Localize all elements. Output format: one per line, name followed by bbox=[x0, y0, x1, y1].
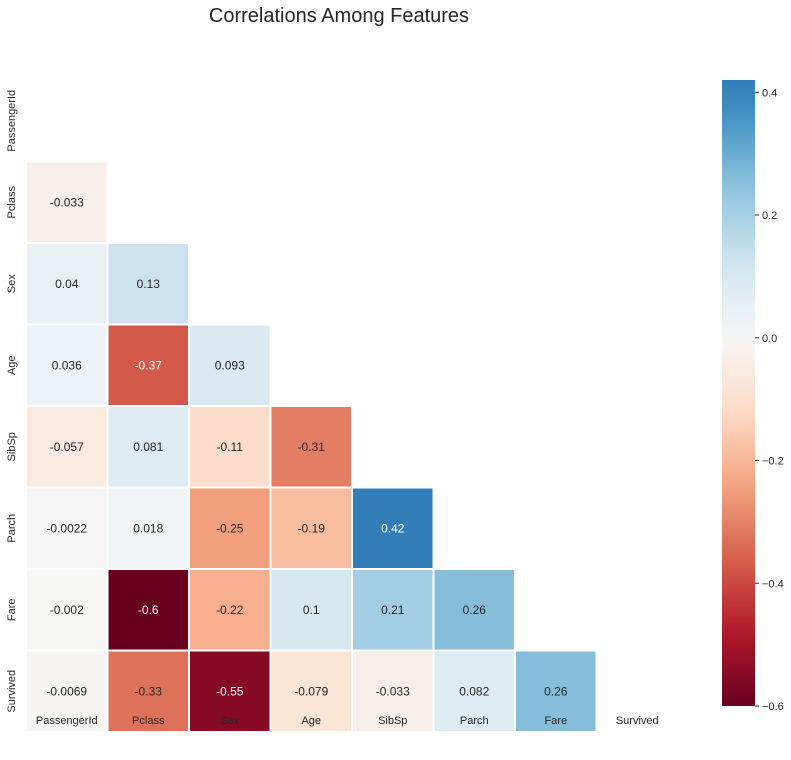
heatmap-cells: -0.033 0.04 0.13 0.036 -0.37 0.093 -0.057 0.081… bbox=[25, 160, 598, 733]
cell-value-label: 0.081 bbox=[133, 440, 163, 454]
heatmap-cell-survived-pclass bbox=[106, 649, 190, 733]
y-tick-label-age: Age bbox=[6, 355, 18, 375]
chart-title: Correlations Among Features bbox=[209, 5, 469, 27]
cell-value-label: 0.42 bbox=[381, 521, 405, 535]
heatmap-cell-fare-sibsp bbox=[351, 568, 435, 652]
cell-value-label: -0.057 bbox=[50, 440, 84, 454]
cell-value-label: -0.0069 bbox=[46, 684, 87, 698]
heatmap-cell-sex-passengerid bbox=[25, 242, 109, 326]
cell-value-label: -0.033 bbox=[50, 195, 84, 209]
cell-value-label: 0.21 bbox=[381, 603, 405, 617]
colorbar-tick-label: −0.4 bbox=[762, 578, 784, 590]
y-tick-label-parch: Parch bbox=[6, 514, 18, 543]
y-tick-label-sex: Sex bbox=[6, 274, 18, 293]
y-tick-label-pclass: Pclass bbox=[6, 186, 18, 219]
heatmap-cell-fare-sex bbox=[188, 568, 272, 652]
y-tick-label-sibsp: SibSp bbox=[6, 432, 18, 461]
heatmap-cell-pclass-passengerid bbox=[25, 160, 109, 244]
cell-value-label: 0.1 bbox=[303, 603, 320, 617]
heatmap-cell-fare-passengerid bbox=[25, 568, 109, 652]
heatmap-cell-parch-pclass bbox=[106, 486, 190, 570]
colorbar-tick-label: 0.0 bbox=[762, 333, 777, 345]
x-tick-label-sibsp: SibSp bbox=[378, 715, 407, 727]
cell-value-label: -0.25 bbox=[216, 521, 244, 535]
x-tick-label-pclass: Pclass bbox=[132, 715, 165, 727]
colorbar-tick-label: 0.2 bbox=[762, 210, 777, 222]
cell-value-label: -0.22 bbox=[216, 603, 244, 617]
x-tick-label-fare: Fare bbox=[544, 715, 567, 727]
heatmap-cell-fare-pclass bbox=[106, 568, 190, 652]
heatmap-cell-sibsp-age bbox=[269, 405, 353, 489]
colorbar-tick-label: −0.2 bbox=[762, 456, 784, 468]
y-tick-label-passengerid: PassengerId bbox=[6, 90, 18, 152]
colorbar-tick-label: −0.6 bbox=[762, 701, 784, 713]
x-tick-label-age: Age bbox=[301, 715, 321, 727]
heatmap-cell-parch-age bbox=[269, 486, 353, 570]
cell-value-label: -0.31 bbox=[298, 440, 326, 454]
cell-value-label: -0.55 bbox=[216, 684, 244, 698]
y-tick-label-survived: Survived bbox=[6, 670, 18, 713]
y-tick-label-fare: Fare bbox=[6, 598, 18, 621]
cell-value-label: -0.11 bbox=[217, 440, 244, 454]
heatmap-cell-age-sex bbox=[188, 323, 272, 407]
cell-value-label: -0.033 bbox=[376, 684, 410, 698]
cell-value-label: 0.036 bbox=[52, 358, 82, 372]
cell-value-label: 0.018 bbox=[133, 521, 163, 535]
cell-value-label: -0.6 bbox=[138, 603, 159, 617]
cell-value-label: -0.079 bbox=[294, 684, 328, 698]
heatmap-cell-survived-parch bbox=[432, 649, 516, 733]
x-tick-label-parch: Parch bbox=[460, 715, 489, 727]
x-tick-label-sex: Sex bbox=[220, 715, 239, 727]
colorbar: −0.6 −0.4 −0.2 0.0 0.2 0.4 bbox=[722, 80, 784, 713]
cell-value-label: 0.13 bbox=[137, 277, 161, 291]
colorbar-tick-label: 0.4 bbox=[762, 87, 777, 99]
cell-value-label: -0.19 bbox=[298, 521, 326, 535]
x-tick-label-passengerid: PassengerId bbox=[36, 715, 98, 727]
cell-value-label: 0.04 bbox=[55, 277, 79, 291]
cell-value-label: 0.26 bbox=[463, 603, 487, 617]
cell-value-label: 0.093 bbox=[215, 358, 245, 372]
x-axis-tick-labels: PassengerId Pclass Sex Age SibSp Parch Fare Sur… bbox=[36, 715, 659, 727]
heatmap-cell-survived-passengerid bbox=[25, 649, 109, 733]
cell-value-label: -0.37 bbox=[135, 358, 163, 372]
heatmap-cell-survived-fare bbox=[514, 649, 598, 733]
heatmap-cell-fare-age bbox=[269, 568, 353, 652]
cell-value-label: -0.0022 bbox=[46, 521, 87, 535]
cell-value-label: -0.002 bbox=[50, 603, 84, 617]
cell-value-label: -0.33 bbox=[135, 684, 163, 698]
x-tick-label-survived: Survived bbox=[616, 715, 659, 727]
heatmap-cell-survived-age bbox=[269, 649, 353, 733]
cell-value-label: 0.082 bbox=[459, 684, 489, 698]
y-axis-tick-labels: PassengerId Pclass Sex Age SibSp Parch Fare Sur… bbox=[6, 90, 18, 713]
cell-value-label: 0.26 bbox=[544, 684, 568, 698]
colorbar-gradient bbox=[722, 80, 755, 706]
heatmap-cell-fare-parch bbox=[432, 568, 516, 652]
heatmap-cell-sibsp-pclass bbox=[106, 405, 190, 489]
